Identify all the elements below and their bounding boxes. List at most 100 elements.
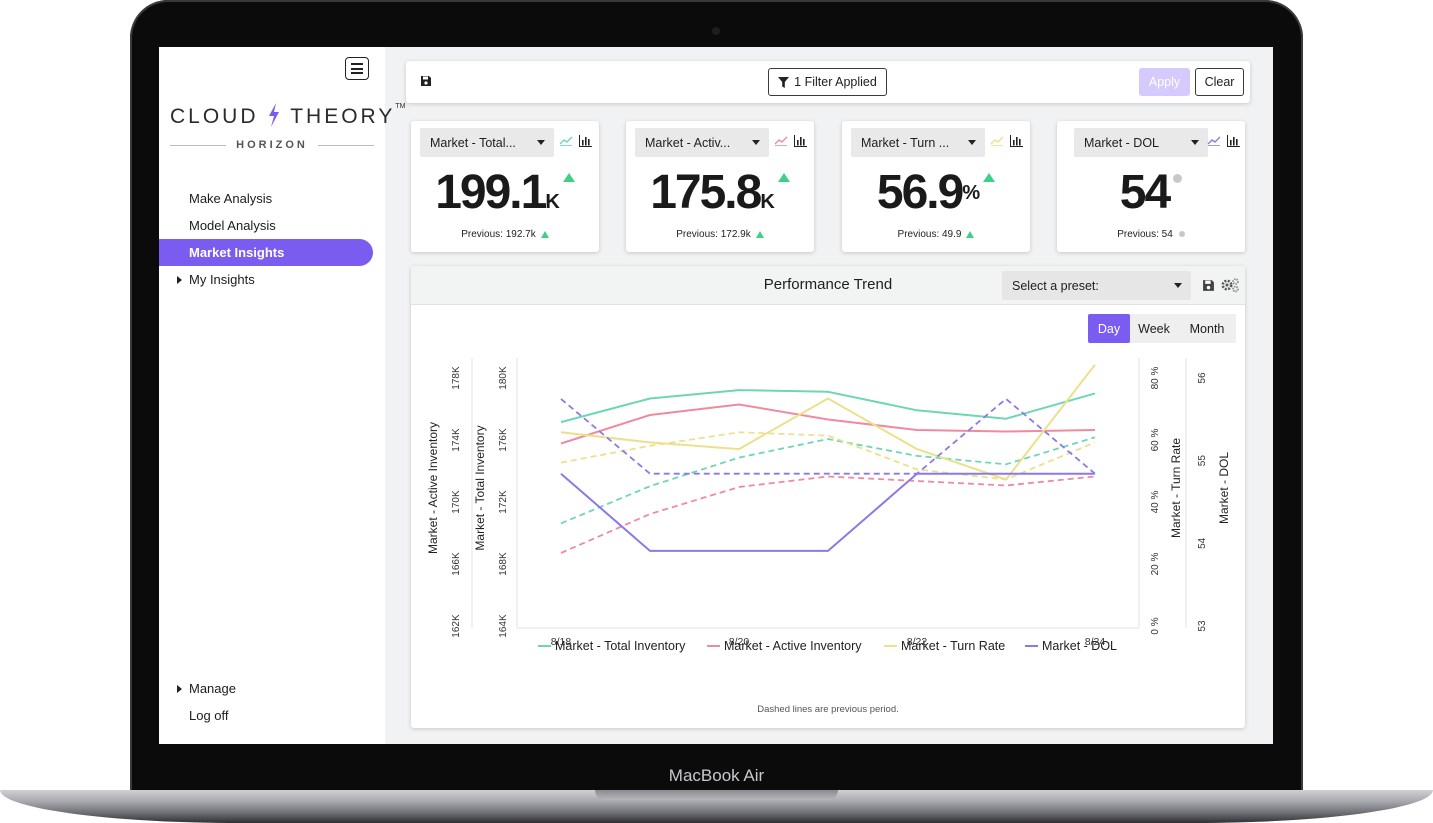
caret-right-icon: [177, 275, 182, 284]
metric-select[interactable]: Market - DOL: [1074, 128, 1208, 157]
metric-number: 199.1: [435, 166, 547, 219]
chevron-down-icon: [968, 140, 976, 145]
sidebar-item-log-off[interactable]: Log off: [159, 702, 385, 729]
line-chart-icon[interactable]: [774, 136, 788, 146]
chart-footnote: Dashed lines are previous period.: [757, 704, 899, 715]
series-previous-line: [560, 475, 1096, 554]
metric-number: 56.9: [876, 166, 964, 219]
sidebar-item-make-analysis[interactable]: Make Analysis: [159, 185, 385, 212]
sidebar-item-label: Market Insights: [189, 245, 285, 260]
period-week-button[interactable]: Week: [1138, 321, 1170, 336]
y-axis-title: Market - Active Inventory: [426, 422, 440, 554]
series-previous-line: [560, 398, 1096, 475]
y-tick-label: 180K: [498, 366, 509, 390]
bar-chart-icon[interactable]: [794, 135, 807, 147]
bar-chart-icon[interactable]: [579, 135, 592, 147]
hamburger-menu-icon[interactable]: [345, 57, 369, 80]
y-tick-label: 0 %: [1150, 617, 1161, 634]
legend-label: Market - DOL: [1042, 639, 1117, 653]
line-chart-icon[interactable]: [559, 136, 573, 146]
y-axis-title: Market - Turn Rate: [1169, 438, 1183, 538]
save-preset-icon[interactable]: [1202, 279, 1215, 292]
sidebar-item-label: Log off: [189, 708, 229, 723]
y-tick-label: 162K: [451, 614, 462, 638]
y-tick-label: 53: [1197, 620, 1208, 632]
previous-value-text: Previous: 172.9k: [676, 229, 751, 240]
trend-up-small-icon: [966, 230, 975, 238]
apply-button[interactable]: Apply: [1139, 68, 1190, 96]
y-tick-label: 166K: [451, 552, 462, 576]
y-tick-label: 54: [1197, 537, 1208, 549]
save-icon[interactable]: [420, 75, 432, 87]
trend-up-icon: [983, 173, 996, 182]
y-tick-label: 56: [1197, 372, 1208, 384]
sidebar-item-label: Manage: [189, 681, 236, 696]
period-toggle: Day Week Month: [1088, 314, 1236, 343]
preset-select-label: Select a preset:: [1012, 278, 1099, 293]
logo-rule-left: [170, 144, 227, 146]
metric-value: 175.8K: [626, 165, 814, 230]
trend-neutral-small-icon: [1178, 231, 1185, 238]
filter-applied-button[interactable]: 1 Filter Applied: [768, 68, 887, 96]
x-tick-label: 8/18: [551, 636, 572, 648]
series-line: [560, 472, 1095, 552]
y-tick-label: 174K: [451, 428, 462, 452]
sidebar-item-my-insights[interactable]: My Insights: [159, 266, 385, 293]
y-tick-label: 40 %: [1150, 490, 1161, 513]
sidebar-item-model-analysis[interactable]: Model Analysis: [159, 212, 385, 239]
sidebar-item-label: Make Analysis: [189, 191, 273, 206]
brand-sub-logo: HORIZON: [170, 138, 375, 152]
performance-trend-panel: Performance Trend Select a preset: Day W…: [411, 266, 1245, 728]
trend-up-icon: [562, 173, 575, 182]
metric-select[interactable]: Market - Activ...: [635, 128, 769, 157]
sidebar-item-label: My Insights: [189, 272, 255, 287]
y-tick-label: 20 %: [1150, 552, 1161, 575]
y-tick-label: 55: [1197, 455, 1208, 467]
legend-label: Market - Turn Rate: [901, 639, 1005, 653]
brand-logo: CLOUD THEORYTM: [170, 103, 405, 133]
period-month-button[interactable]: Month: [1189, 321, 1225, 336]
period-day-button[interactable]: Day: [1088, 314, 1130, 343]
metric-select[interactable]: Market - Turn ...: [851, 128, 985, 157]
trend-up-small-icon: [755, 230, 764, 238]
metric-card-dol: Market - DOL 54 Previous: 54: [1057, 121, 1245, 252]
logo-rule-right: [317, 144, 375, 146]
gears-icon[interactable]: [1220, 277, 1240, 293]
filter-icon: [778, 76, 790, 88]
line-chart-icon[interactable]: [1207, 136, 1221, 146]
metric-value: 56.9%: [842, 165, 1030, 221]
metric-select[interactable]: Market - Total...: [420, 128, 554, 157]
sidebar-item-manage[interactable]: Manage: [159, 675, 385, 702]
metric-value: 199.1K: [411, 165, 599, 230]
sidebar-bottom-nav: Manage Log off: [159, 675, 385, 729]
chevron-down-icon: [1174, 283, 1182, 288]
clear-button[interactable]: Clear: [1195, 68, 1244, 96]
x-tick-label: 8/20: [729, 636, 750, 648]
metric-previous: Previous: 172.9k: [626, 229, 814, 240]
metric-card-total-inventory: Market - Total... 199.1K Previous: 192.7…: [411, 121, 599, 252]
series-previous-line: [560, 436, 1096, 525]
metric-card-turn-rate: Market - Turn ... 56.9% Previous: 49.9: [842, 121, 1030, 252]
legend-label: Market - Total Inventory: [555, 639, 686, 653]
performance-line-chart: 162K 166K 170K 174K 178K 164K 168K 172K 176K 180K…: [426, 358, 1231, 653]
line-chart-icon[interactable]: [990, 136, 1004, 146]
camera-dot: [712, 27, 720, 35]
previous-value-text: Previous: 192.7k: [461, 229, 536, 240]
preset-select[interactable]: Select a preset:: [1002, 271, 1191, 300]
metric-card-active-inventory: Market - Activ... 175.8K Previous: 172.9…: [626, 121, 814, 252]
logo-trademark: TM: [395, 103, 406, 110]
filter-toolbar: 1 Filter Applied Apply Clear: [406, 61, 1250, 103]
y-axis-title: Market - Total Inventory: [473, 425, 487, 550]
laptop-notch: [595, 790, 838, 800]
bar-chart-icon[interactable]: [1227, 135, 1240, 147]
metric-unit: K: [545, 191, 560, 213]
y-tick-label: 178K: [451, 366, 462, 390]
x-tick-label: 8/22: [907, 636, 928, 648]
metric-value: 54: [1057, 165, 1245, 221]
bar-chart-icon[interactable]: [1010, 135, 1023, 147]
sidebar-item-label: Model Analysis: [189, 218, 276, 233]
chevron-down-icon: [752, 140, 760, 145]
metric-previous: Previous: 49.9: [842, 229, 1030, 240]
sidebar-item-market-insights[interactable]: Market Insights: [159, 239, 373, 266]
filter-applied-label: 1 Filter Applied: [794, 75, 877, 89]
